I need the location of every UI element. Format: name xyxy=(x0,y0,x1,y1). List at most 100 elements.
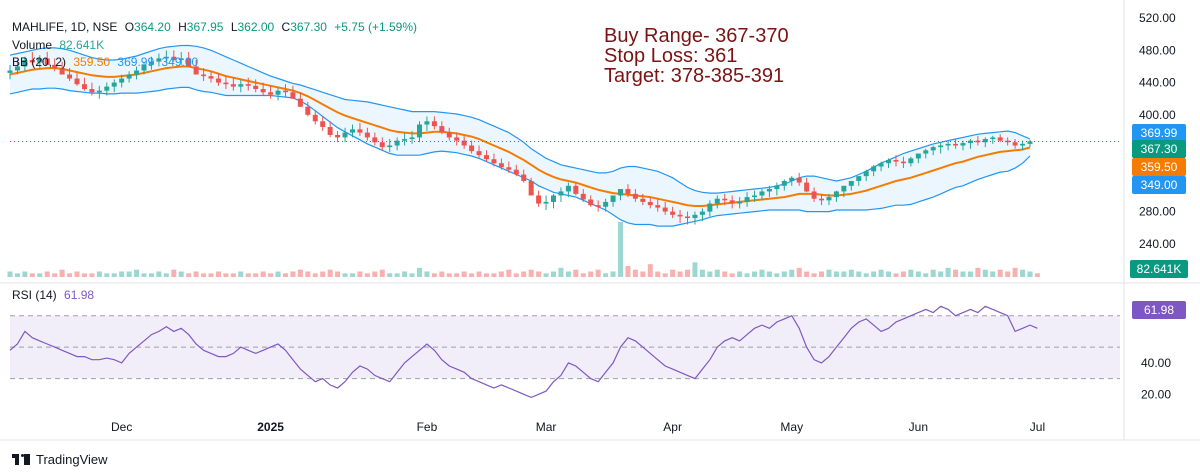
volume-bar xyxy=(826,269,832,277)
volume-bar xyxy=(871,271,877,277)
volume-bar xyxy=(67,273,73,277)
volume-bar xyxy=(14,273,20,277)
candle-body xyxy=(997,137,1003,141)
candle-body xyxy=(372,137,378,143)
candle-body xyxy=(945,143,951,146)
bb-legend[interactable]: BB (20, 2) 359.50 369.99 349.00 xyxy=(12,54,202,70)
volume-bar xyxy=(290,271,296,277)
time-tick-label: Mar xyxy=(536,420,557,434)
open-label: O xyxy=(124,20,135,34)
volume-bar xyxy=(275,271,281,277)
basis-tag: 359.50 xyxy=(1132,158,1186,176)
volume-bar xyxy=(134,269,140,277)
volume-bar xyxy=(372,271,378,277)
volume-bar xyxy=(7,271,13,277)
volume-bar xyxy=(238,271,244,277)
candle-body xyxy=(186,58,192,67)
volume-bar xyxy=(789,269,795,277)
rsi-legend[interactable]: RSI (14) 61.98 xyxy=(12,287,98,303)
rsi-tick-label: 20.00 xyxy=(1141,387,1171,401)
candle-body xyxy=(245,84,251,86)
volume-bar xyxy=(22,271,28,277)
volume-legend[interactable]: Volume 82.641K xyxy=(12,37,108,53)
annotation-buy-range: Buy Range- 367-370 xyxy=(604,25,789,47)
candle-body xyxy=(193,66,199,75)
volume-bar xyxy=(163,273,169,277)
volume-bar xyxy=(967,271,973,277)
volume-bar xyxy=(930,269,936,277)
candle-body xyxy=(908,158,914,164)
candle-body xyxy=(886,160,892,164)
candle-body xyxy=(59,68,65,75)
candle-body xyxy=(759,191,765,196)
candle-body xyxy=(253,85,259,90)
candle-body xyxy=(282,90,288,93)
volume-bar xyxy=(305,271,311,277)
volume-bar xyxy=(558,267,564,277)
candle-body xyxy=(208,76,214,79)
candle-body xyxy=(781,180,787,186)
candle-body xyxy=(804,182,810,192)
open-value: 364.20 xyxy=(134,20,171,34)
candle-body xyxy=(349,129,355,133)
volume-bar xyxy=(335,271,341,277)
rsi-legend-value: 61.98 xyxy=(64,288,95,302)
volume-bar xyxy=(208,273,214,277)
volume-bar xyxy=(253,273,259,277)
volume-bar xyxy=(647,264,653,277)
symbol-name[interactable]: MAHLIFE, 1D, NSE xyxy=(12,20,118,34)
time-tick-label: Dec xyxy=(111,420,132,434)
time-tick-label: May xyxy=(780,420,803,434)
volume-bar xyxy=(513,273,519,277)
close-label: C xyxy=(281,20,291,34)
candle-body xyxy=(521,174,527,181)
candle-body xyxy=(148,61,154,65)
trade-annotation: Buy Range- 367-370 Stop Loss: 361 Target… xyxy=(604,26,789,86)
volume-bar xyxy=(848,269,854,277)
volume-bar xyxy=(521,271,527,277)
volume-bar xyxy=(625,266,631,277)
candle-body xyxy=(297,98,303,107)
candle-body xyxy=(81,84,87,90)
price-tick-label: 520.00 xyxy=(1139,11,1176,25)
time-tick-label: 2025 xyxy=(257,420,284,434)
candle-body xyxy=(930,147,936,151)
volume-bar xyxy=(714,269,720,277)
candle-body xyxy=(141,64,147,71)
volume-bar xyxy=(349,273,355,277)
price-tick-label: 400.00 xyxy=(1139,108,1176,122)
tradingview-footer[interactable]: TradingView xyxy=(12,452,108,467)
candle-body xyxy=(342,132,348,138)
candle-body xyxy=(409,137,415,140)
tradingview-logo-icon xyxy=(12,454,30,465)
candle-body xyxy=(126,74,132,79)
candle-body xyxy=(714,198,720,204)
candle-body xyxy=(7,70,13,73)
volume-bar xyxy=(461,271,467,277)
volume-bar xyxy=(610,271,616,277)
candle-body xyxy=(871,166,877,172)
volume-bar xyxy=(640,271,646,277)
candle-body xyxy=(953,143,959,146)
symbol-legend: MAHLIFE, 1D, NSE O364.20 H367.95 L362.00… xyxy=(12,19,421,35)
volume-bar xyxy=(81,273,87,277)
candle-body xyxy=(632,193,638,199)
candle-body xyxy=(357,129,363,133)
volume-bar xyxy=(781,271,787,277)
time-tick-label: Feb xyxy=(417,420,438,434)
volume-bar xyxy=(379,269,385,277)
volume-bar xyxy=(618,222,624,277)
close-value: 367.30 xyxy=(290,20,327,34)
candle-body xyxy=(796,177,802,183)
volume-bar xyxy=(796,267,802,277)
candle-body xyxy=(104,86,110,91)
bb-basis-value: 359.50 xyxy=(73,55,111,69)
candle-body xyxy=(163,56,169,59)
volume-bar xyxy=(573,269,579,277)
candle-body xyxy=(752,195,758,198)
candle-body xyxy=(692,214,698,219)
candle-body xyxy=(394,140,400,146)
volume-bar xyxy=(670,269,676,277)
volume-bar xyxy=(215,271,221,277)
